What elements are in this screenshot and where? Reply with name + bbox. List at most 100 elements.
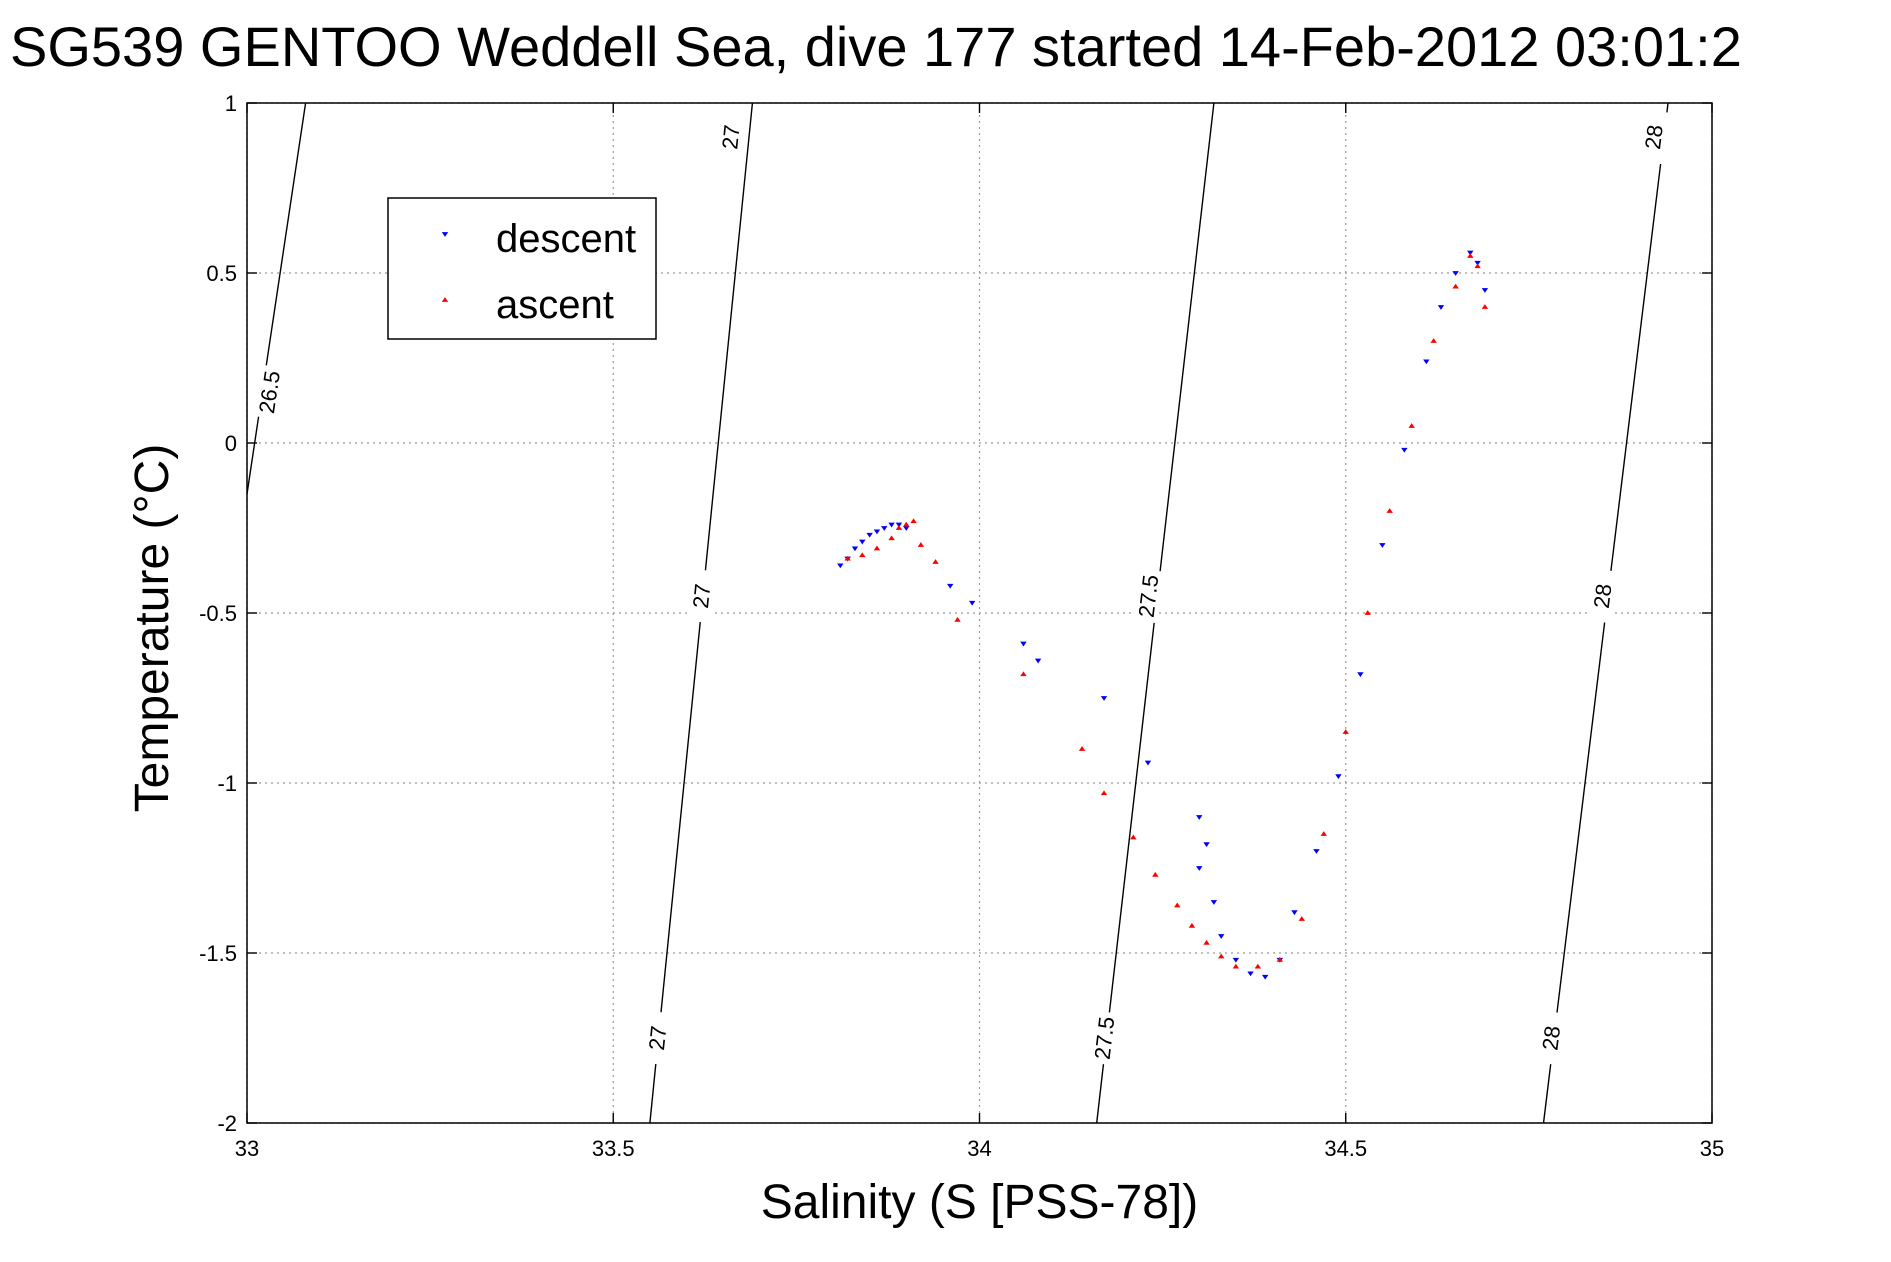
descent-point <box>1196 866 1203 871</box>
descent-point <box>1437 305 1445 310</box>
ascent-point <box>903 521 910 527</box>
ascent-point <box>1408 423 1415 428</box>
y-tick-label: 0 <box>225 431 237 456</box>
contour-label-bg <box>1133 568 1163 624</box>
descent-point <box>1232 957 1240 963</box>
ascent-point <box>1100 790 1108 796</box>
descent-point <box>1335 774 1342 780</box>
contour-label-bg <box>1089 1010 1119 1066</box>
ascent-point <box>1254 963 1262 969</box>
contour-label: 27 <box>717 124 744 151</box>
descent-point <box>1481 288 1489 293</box>
ascent-point <box>1481 304 1489 309</box>
ascent-point <box>1430 338 1437 343</box>
contour-label: 27 <box>644 1025 671 1052</box>
ascent-point <box>1474 263 1481 269</box>
series-ascent <box>844 253 1489 969</box>
ascent-point <box>873 545 881 551</box>
ascent-point <box>1130 834 1137 840</box>
ascent-point <box>895 525 903 530</box>
ascent-point <box>844 555 851 561</box>
descent-point <box>895 522 903 528</box>
ascent-point <box>1467 253 1474 258</box>
descent-point <box>859 539 866 545</box>
contour-label-bg <box>1587 568 1618 624</box>
descent-point <box>1291 910 1298 916</box>
descent-point <box>1210 900 1218 905</box>
x-tick-label: 34 <box>967 1136 991 1161</box>
descent-point <box>1423 359 1430 365</box>
ascent-point <box>1020 671 1027 677</box>
descent-point <box>1100 696 1108 701</box>
ascent-point <box>1298 916 1305 921</box>
descent-point <box>1452 271 1459 276</box>
contour-label: 26.5 <box>254 369 285 415</box>
ascent-point <box>1320 831 1327 836</box>
ascent-point <box>1174 902 1181 908</box>
contour-label-bg <box>1638 109 1669 165</box>
descent-point <box>947 583 954 589</box>
contour-label-bg <box>642 1010 672 1066</box>
descent-point <box>866 532 873 538</box>
y-axis-label: Temperature (°C) <box>126 444 179 813</box>
legend-label-descent: descent <box>496 217 636 261</box>
descent-point <box>873 529 881 535</box>
descent-point <box>1020 641 1027 647</box>
contour-label: 27.5 <box>1090 1015 1120 1060</box>
y-tick-label: 1 <box>225 91 237 116</box>
y-tick-label: 0.5 <box>206 261 237 286</box>
ascent-point <box>859 552 866 558</box>
y-tick-label: -1.5 <box>199 941 237 966</box>
ascent-point <box>917 542 925 547</box>
ascent-point <box>1188 922 1196 928</box>
contour-label-bg <box>686 568 716 624</box>
contour-label: 27 <box>688 583 715 610</box>
legend-label-ascent: ascent <box>496 283 614 327</box>
series-descent <box>837 250 1489 980</box>
x-tick-label: 33 <box>235 1136 259 1161</box>
axis-ticks: 33 33.5 34 34.5 35 -2 -1.5 -1 -0.5 0 0.5 1 <box>199 91 1724 1161</box>
x-tick-label: 34.5 <box>1324 1136 1367 1161</box>
descent-point <box>1203 842 1210 848</box>
contour-label-bg <box>253 364 285 420</box>
x-tick-label: 33.5 <box>592 1136 635 1161</box>
legend-marker-descent <box>441 232 449 237</box>
descent-point <box>903 526 910 531</box>
chart-title: SG539 GENTOO Weddell Sea, dive 177 start… <box>10 15 1742 78</box>
ascent-point <box>1152 871 1159 877</box>
y-tick-label: -0.5 <box>199 601 237 626</box>
ascent-point <box>954 616 961 622</box>
ascent-point <box>1218 953 1225 959</box>
contour-label: 28 <box>1640 123 1668 150</box>
descent-point <box>888 522 895 528</box>
descent-point <box>851 546 859 552</box>
ascent-point <box>1203 939 1210 945</box>
descent-point <box>1034 658 1042 664</box>
descent-point <box>881 526 888 531</box>
descent-point <box>1474 260 1481 266</box>
descent-point <box>968 600 976 606</box>
descent-point <box>1313 849 1320 854</box>
contour-label: 28 <box>1589 582 1617 609</box>
contour-label-bg <box>1535 1010 1566 1066</box>
descent-point <box>1357 672 1364 678</box>
data-markers <box>837 250 1489 980</box>
ascent-point <box>1342 729 1349 734</box>
ascent-point <box>1364 610 1371 615</box>
ascent-point <box>1386 508 1393 513</box>
ascent-point <box>1232 963 1240 969</box>
x-axis-label: Salinity (S [PSS-78]) <box>761 1176 1198 1229</box>
descent-point <box>1467 250 1474 256</box>
descent-point <box>1261 974 1269 980</box>
descent-point <box>1196 815 1203 820</box>
ascent-point <box>888 535 895 541</box>
contour-label: 28 <box>1537 1024 1565 1051</box>
ascent-point <box>910 518 917 524</box>
ascent-point <box>932 559 939 564</box>
descent-point <box>837 563 844 569</box>
ascent-point <box>1078 746 1086 751</box>
y-tick-label: -2 <box>217 1111 237 1136</box>
x-tick-label: 35 <box>1700 1136 1724 1161</box>
legend-box <box>387 197 657 340</box>
ascent-point <box>1452 283 1459 289</box>
